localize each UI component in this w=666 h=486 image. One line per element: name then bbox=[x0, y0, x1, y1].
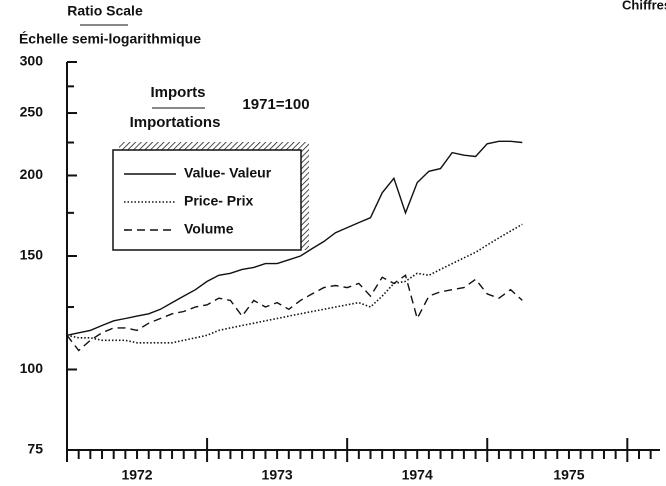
legend-box bbox=[112, 149, 302, 251]
y-tick-label: 300 bbox=[20, 53, 44, 69]
y-tick-label: 250 bbox=[20, 104, 44, 120]
x-tick-label: 1972 bbox=[121, 467, 152, 483]
y-tick-label: 100 bbox=[20, 360, 44, 376]
scale-label: Ratio Scale bbox=[67, 3, 143, 19]
series-line bbox=[66, 223, 523, 344]
note: Chiffres corrigés bbox=[622, 0, 666, 12]
y-tick-label: 150 bbox=[20, 247, 44, 263]
title-fr: Importations bbox=[130, 114, 221, 131]
legend-label: Value- Valeur bbox=[184, 165, 272, 181]
y-tick-label: 75 bbox=[27, 441, 43, 457]
title: Imports bbox=[150, 84, 205, 101]
legend-label: Volume bbox=[184, 221, 234, 237]
series-line bbox=[66, 274, 523, 352]
scale-label-fr: Échelle semi-logarithmique bbox=[19, 31, 201, 47]
base-label: 1971=100 bbox=[242, 96, 309, 113]
x-tick-label: 1974 bbox=[402, 467, 433, 483]
x-tick-label: 1975 bbox=[553, 467, 584, 483]
legend: Value- Valeur Price- Prix Volume bbox=[112, 142, 309, 251]
y-tick-label: 200 bbox=[20, 166, 44, 182]
x-tick-label: 1973 bbox=[262, 467, 293, 483]
legend-label: Price- Prix bbox=[184, 193, 253, 209]
series-line bbox=[66, 140, 523, 336]
